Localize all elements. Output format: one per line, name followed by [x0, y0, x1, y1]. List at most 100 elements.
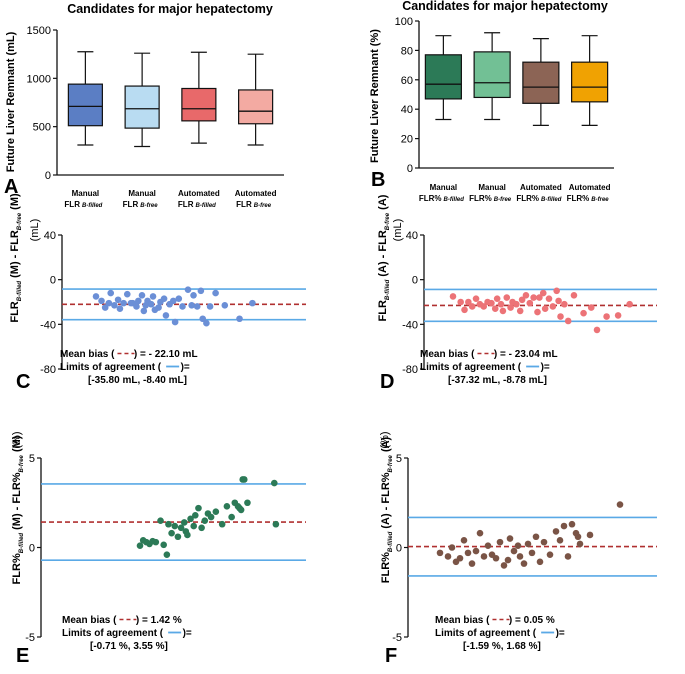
data-point: [197, 287, 205, 295]
category-label: Automated: [520, 183, 562, 192]
data-point: [123, 290, 131, 298]
chart-title: Candidates for major hepatectomy: [402, 0, 608, 13]
category-label-line2: FLR B-free: [123, 200, 159, 209]
y-label-sub: B-free: [385, 212, 391, 230]
legend-text: Mean bias (: [435, 615, 490, 626]
box-2: [124, 52, 160, 148]
data-point: [574, 533, 582, 541]
box-3: [522, 38, 560, 126]
data-point: [564, 317, 572, 325]
data-point: [472, 547, 480, 555]
y-axis-label: FLR%B-filled (A) - FLR%B-free (A): [380, 436, 394, 583]
data-point: [444, 553, 452, 560]
category-label-line2: FLR% B-free: [469, 194, 512, 203]
y-label-sub: B-filled: [17, 281, 23, 302]
data-point: [188, 302, 195, 309]
category-label-name: FLR: [178, 200, 194, 209]
category-label-line2: FLR% B-free: [567, 194, 610, 203]
category-label-sub: B-free: [140, 203, 158, 209]
y-tick-label: 0: [29, 543, 35, 555]
y-tick-label: 40: [406, 230, 418, 242]
panel-letter: C: [16, 371, 30, 393]
data-point: [212, 289, 219, 297]
legend-text: )=: [181, 362, 190, 373]
data-point: [135, 297, 142, 305]
data-point: [499, 307, 507, 315]
data-point: [465, 298, 472, 306]
data-point: [626, 300, 633, 308]
data-point: [160, 295, 168, 302]
data-point: [500, 562, 508, 569]
data-point: [513, 300, 520, 308]
boxplot-panel-a: Candidates for major hepatectomy A Future …: [4, 2, 284, 209]
legend-mean-bias: Mean bias ( ) = 1.42 %: [62, 615, 182, 626]
y-tick-label: 80: [401, 45, 413, 57]
y-label-sub: B-free: [17, 212, 23, 230]
data-point: [223, 503, 231, 510]
data-point: [522, 292, 530, 299]
data-point: [506, 535, 514, 542]
data-point: [587, 304, 595, 311]
y-label-part: (M) - FLR: [9, 230, 21, 281]
data-point: [101, 304, 109, 311]
data-point: [492, 554, 500, 562]
y-tick-label: 1500: [27, 25, 51, 37]
box-iqr: [181, 87, 217, 122]
y-tick-label: 0: [45, 170, 51, 182]
legend-swatch-gap: [163, 628, 182, 639]
data-point: [163, 551, 171, 558]
y-tick-label: 40: [44, 230, 56, 242]
y-tick-label: -40: [40, 319, 56, 331]
category-label-line2: FLR B-filled: [178, 200, 216, 209]
legend-loa: Limits of agreement ( )=: [435, 628, 565, 639]
category-label-name: FLR: [236, 200, 252, 209]
legend-swatch-gap: [161, 362, 180, 373]
data-point: [190, 522, 198, 530]
category-label-sub: B-free: [591, 197, 609, 203]
data-point: [228, 513, 235, 521]
legend-text: Mean bias (: [420, 349, 475, 360]
panel-letter: E: [16, 645, 29, 667]
legend-swatch-gap: [489, 615, 508, 626]
data-point: [503, 294, 511, 301]
y-label-sub: B-free: [19, 454, 25, 472]
legend-text: Limits of agreement (: [420, 362, 522, 373]
data-point: [184, 531, 191, 539]
category-label-sub: B-free: [494, 197, 512, 203]
category-label-name: FLR%: [469, 194, 492, 203]
data-point: [92, 293, 100, 300]
y-label-sub: B-filled: [19, 533, 25, 554]
category-label: Manual: [128, 189, 156, 198]
y-axis-label: FLRB-filled (M) - FLRB-free (M): [9, 193, 23, 323]
legend-text: ) = 0.05 %: [509, 615, 555, 626]
y-axis-label: Future Liver Remnant (mL): [5, 31, 17, 172]
data-point: [468, 560, 476, 567]
data-point: [461, 306, 468, 314]
data-point: [236, 315, 243, 323]
category-label: Automated: [569, 183, 611, 192]
data-point: [192, 511, 199, 519]
data-point: [616, 501, 624, 508]
y-axis-label: FLR%B-filled (M) - FLR%B-free (M): [11, 435, 25, 584]
data-point: [237, 506, 245, 514]
y-label-part: FLR%: [380, 552, 392, 583]
box-iqr: [424, 54, 462, 100]
data-point: [140, 307, 148, 315]
y-axis-label: FLRB-filled (A) - FLRB-free (A): [377, 194, 391, 321]
data-point: [165, 520, 172, 528]
data-point: [524, 540, 532, 548]
data-point: [488, 299, 495, 307]
data-point: [560, 522, 568, 530]
data-point: [549, 303, 557, 310]
data-point: [271, 479, 278, 487]
data-point: [456, 554, 464, 562]
panel-letter: D: [380, 371, 394, 393]
data-point: [107, 289, 115, 297]
data-point: [249, 299, 256, 307]
data-point: [534, 308, 541, 316]
y-tick-label: 5: [396, 453, 402, 465]
data-point: [147, 300, 155, 308]
y-label-part: (M): [9, 193, 21, 213]
data-point: [111, 302, 118, 309]
data-points: [92, 286, 256, 327]
